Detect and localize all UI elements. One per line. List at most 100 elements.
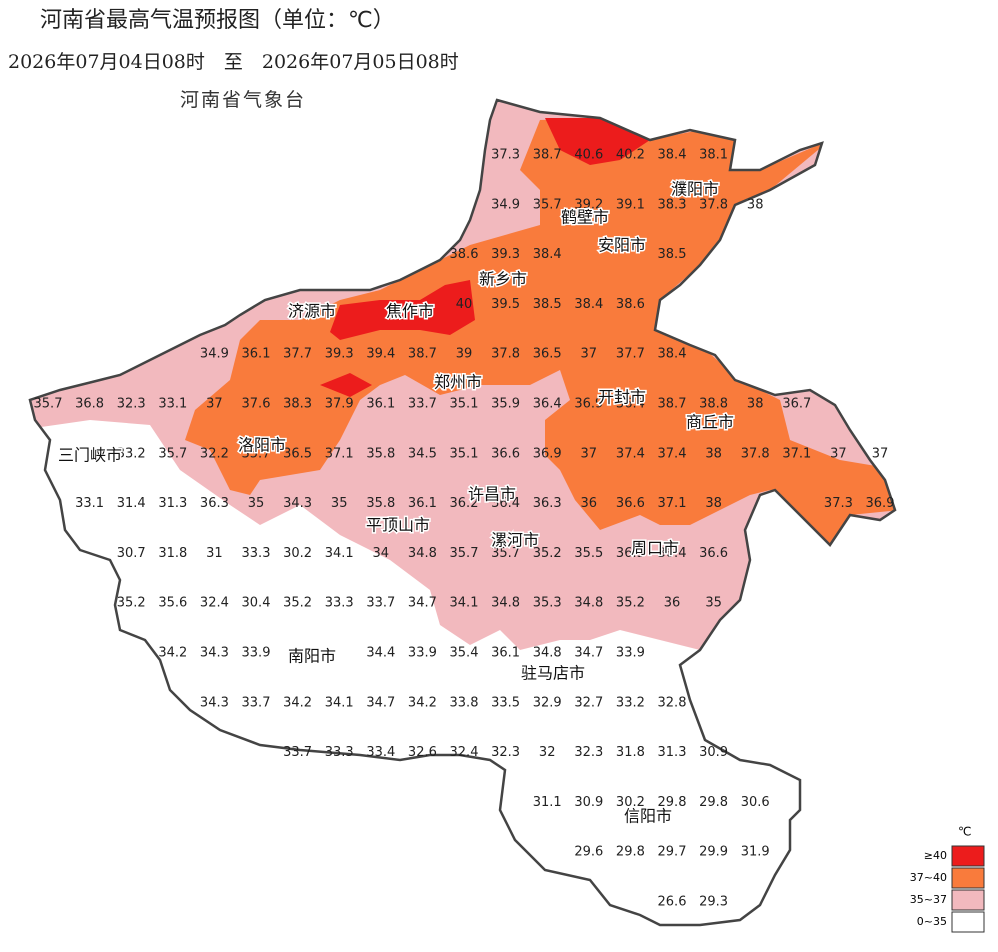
temperature-value: 29.3 — [699, 895, 728, 910]
city-label: 郑州市 — [434, 373, 482, 392]
agency: 河南省气象台 — [180, 89, 306, 111]
temperature-value: 37.3 — [491, 148, 520, 163]
region-37-40 — [185, 118, 895, 545]
city-label: 焦作市 — [386, 302, 434, 321]
title: 河南省最高气温预报图（单位：℃） — [40, 8, 395, 33]
city-label: 商丘市 — [686, 413, 734, 432]
temperature-value: 32.3 — [491, 745, 520, 760]
temperature-value: 35.7 — [34, 397, 63, 412]
temperature-value: 35 — [331, 496, 348, 511]
period: 2026年07月04日08时 至 2026年07月05日08时 — [8, 51, 459, 73]
temperature-value: 34.3 — [200, 695, 229, 710]
temperature-value: 38.4 — [574, 297, 603, 312]
temperature-value: 39.3 — [325, 347, 354, 362]
temperature-value: 32.3 — [574, 745, 603, 760]
temperature-value: 37.1 — [782, 446, 811, 461]
temperature-value: 36.7 — [782, 397, 811, 412]
temperature-value: 38.7 — [658, 397, 687, 412]
temperature-value: 38.7 — [408, 347, 437, 362]
city-label: 新乡市 — [479, 270, 527, 289]
temperature-value: 38.6 — [450, 247, 479, 262]
temperature-value: 33.9 — [242, 646, 271, 661]
temperature-value: 29.6 — [574, 845, 603, 860]
temperature-value: 35.8 — [366, 496, 395, 511]
temperature-value: 29.7 — [658, 845, 687, 860]
temperature-value: 33.2 — [117, 446, 146, 461]
temperature-value: 33.7 — [408, 397, 437, 412]
temperature-value: 36.1 — [491, 646, 520, 661]
city-label: 漯河市 — [491, 531, 539, 550]
temperature-value: 31.8 — [158, 546, 187, 561]
city-label: 周口市 — [631, 539, 679, 558]
temperature-value: 33.1 — [75, 496, 104, 511]
temperature-value: 34.3 — [283, 496, 312, 511]
temperature-value: 37 — [830, 446, 847, 461]
temperature-value: 33.9 — [616, 646, 645, 661]
temperature-value: 34.2 — [158, 646, 187, 661]
temperature-value: 35.3 — [533, 596, 562, 611]
temperature-value: 38.3 — [283, 397, 312, 412]
temperature-value: 36.5 — [533, 347, 562, 362]
temperature-value: 35 — [705, 596, 722, 611]
legend-label: ≥40 — [924, 849, 947, 862]
temperature-value: 32.4 — [200, 596, 229, 611]
temperature-value: 38.4 — [533, 247, 562, 262]
temperature-value: 38 — [705, 446, 722, 461]
labels: 37.3 38.7 40.6 40.2 38.4 38.1 34.9 35.7 39.2 39.1… — [34, 148, 895, 910]
province-outline — [28, 98, 897, 927]
city-label: 许昌市 — [468, 485, 516, 504]
temperature-value: 35.2 — [117, 596, 146, 611]
temperature-value: 35.4 — [450, 646, 479, 661]
temperature-value: 34.1 — [450, 596, 479, 611]
temperature-value: 31.4 — [117, 496, 146, 511]
temperature-value: 35.7 — [242, 446, 271, 461]
temperature-value: 36.6 — [491, 446, 520, 461]
temperature-value: 33.5 — [491, 695, 520, 710]
temperature-value: 36.2 — [450, 496, 479, 511]
city-label: 平顶山市 — [366, 516, 430, 535]
temperature-value: 33.7 — [366, 596, 395, 611]
temperature-value: 32.3 — [117, 397, 146, 412]
temperature-value: 35.7 — [533, 197, 562, 212]
temperature-value: 37 — [581, 347, 598, 362]
temperature-value: 31.3 — [658, 745, 687, 760]
temperature-value: 37.8 — [491, 347, 520, 362]
temperature-value: 35.9 — [491, 397, 520, 412]
temperature-value: 37.1 — [658, 496, 687, 511]
temperature-value: 33.8 — [450, 695, 479, 710]
temperature-value: 30.2 — [283, 546, 312, 561]
temperature-value: 31 — [206, 546, 223, 561]
city-label: 开封市 — [598, 388, 646, 407]
legend-swatch — [951, 845, 985, 867]
temperature-value: 34.8 — [574, 596, 603, 611]
temperature-value: 35.8 — [366, 446, 395, 461]
city-label: 洛阳市 — [238, 436, 286, 455]
temperature-value: 36.9 — [574, 397, 603, 412]
temperature-value: 32.6 — [408, 745, 437, 760]
temperature-value: 30.7 — [117, 546, 146, 561]
temperature-value: 37.3 — [824, 496, 853, 511]
temperature-value: 34.7 — [408, 596, 437, 611]
temperature-value: 36.9 — [866, 496, 895, 511]
temperature-value: 37.8 — [741, 446, 770, 461]
temperature-value: 38.4 — [658, 148, 687, 163]
legend-unit: ℃ — [958, 825, 971, 839]
temperature-value: 35.7 — [158, 446, 187, 461]
temperature-value: 34.9 — [200, 347, 229, 362]
region-above-40 — [320, 373, 372, 397]
legend-swatch — [951, 867, 985, 889]
temperature-value: 40.6 — [574, 148, 603, 163]
temperature-value: 33.2 — [616, 695, 645, 710]
temperature-value: 33.3 — [325, 745, 354, 760]
city-label: 安阳市 — [598, 236, 646, 255]
temperature-value: 33.7 — [283, 745, 312, 760]
temperature-value: 38.1 — [699, 148, 728, 163]
temperature-value: 37.8 — [699, 197, 728, 212]
temperature-value: 39.3 — [491, 247, 520, 262]
temperature-value: 31.3 — [158, 496, 187, 511]
temperature-value: 34.2 — [408, 695, 437, 710]
temperature-value: 30.9 — [574, 795, 603, 810]
temperature-value: 37.7 — [616, 347, 645, 362]
temperature-value: 37 — [581, 446, 598, 461]
